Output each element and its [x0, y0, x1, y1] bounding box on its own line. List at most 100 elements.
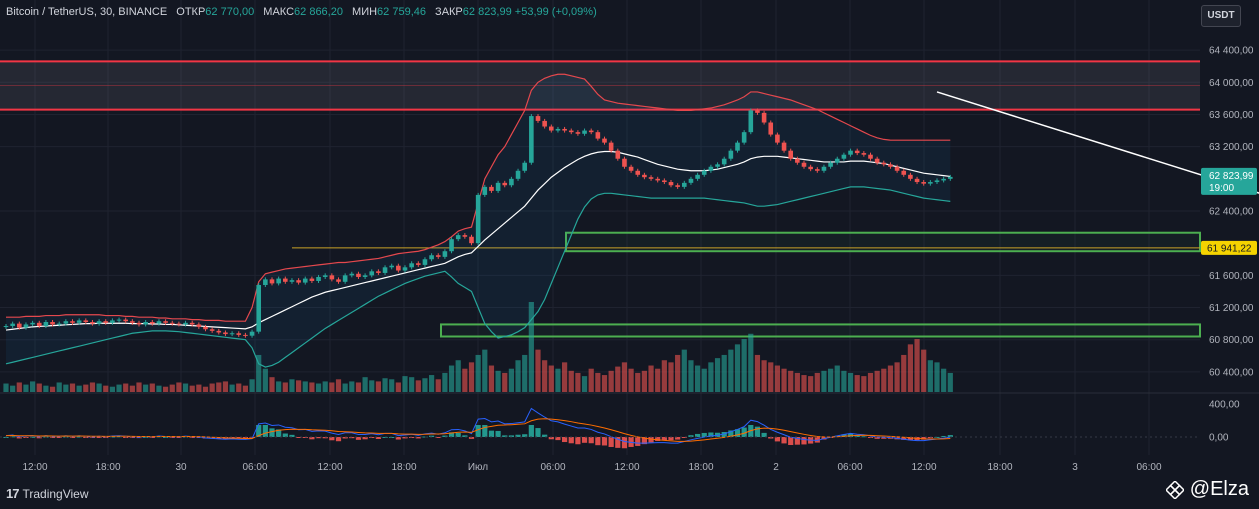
volume-bar	[315, 383, 322, 392]
volume-bar	[781, 368, 787, 392]
candle	[389, 263, 394, 270]
volume-bar	[362, 377, 368, 392]
volume-bar	[69, 383, 76, 392]
candle	[941, 176, 946, 183]
candle-body	[176, 323, 182, 325]
oscillator-bar	[927, 437, 933, 439]
volume-bar	[828, 368, 834, 392]
price-tick-label: 63 200,00	[1209, 142, 1254, 153]
candle	[169, 320, 175, 326]
candle-body	[741, 132, 747, 143]
oscillator-bar	[242, 437, 248, 439]
volume-bar	[409, 377, 415, 392]
candle	[63, 319, 69, 326]
volume-bar	[256, 354, 262, 392]
candle-body	[854, 150, 860, 154]
candle-body	[356, 273, 361, 277]
high-label: МАКС	[263, 6, 295, 18]
candle-body	[263, 279, 268, 286]
candle-body	[602, 138, 607, 143]
candle-body	[449, 239, 454, 252]
candle	[296, 278, 301, 285]
volume-bar	[847, 372, 854, 392]
oscillator-bar	[30, 436, 36, 438]
volume-bar	[641, 370, 647, 392]
candle-body	[50, 322, 55, 325]
candle	[675, 183, 680, 189]
volume-bar	[196, 384, 202, 392]
candle-body	[914, 178, 920, 183]
oscillator-bar	[575, 437, 581, 445]
volume-bar	[488, 365, 495, 392]
volume-bar	[262, 368, 268, 392]
symbol-title[interactable]: Bitcoin / TetherUS, 30, BINANCE	[6, 6, 168, 18]
change-value: +53,99 (+0,09%)	[514, 6, 597, 18]
oscillator-bar	[349, 437, 355, 439]
candle-body	[928, 182, 933, 184]
candle	[515, 168, 521, 181]
chart-header: Bitcoin / TetherUS, 30, BINANCE ОТКР62 7…	[6, 6, 597, 18]
candle-body	[256, 285, 261, 332]
candle	[682, 180, 687, 189]
volume-bar	[874, 370, 880, 392]
signal-line	[5, 418, 951, 442]
volume-bar	[382, 378, 388, 392]
candle-body	[3, 326, 9, 328]
candle-body	[555, 128, 561, 131]
candle-body	[721, 158, 727, 165]
candle-body	[675, 185, 680, 187]
oscillator-bar	[229, 437, 235, 439]
candle-body	[801, 162, 807, 167]
oscillator-bar	[754, 426, 761, 437]
oscillator-bar	[395, 437, 401, 440]
tradingview-brand[interactable]: 17 TradingView	[6, 486, 89, 501]
volume-bar	[887, 365, 894, 392]
candle-body	[828, 162, 833, 167]
oscillator-bar	[375, 437, 381, 439]
volume-bar	[515, 360, 521, 392]
candle-body	[17, 323, 22, 328]
oscillator-bar	[881, 437, 887, 439]
last-price-badge	[1201, 167, 1257, 195]
candle	[209, 327, 215, 333]
oscillator-bar	[355, 437, 362, 440]
candle	[156, 319, 162, 326]
candle-body	[622, 158, 627, 167]
oscillator-bar	[581, 437, 588, 443]
time-tick-label: 2	[773, 462, 779, 473]
candle	[289, 278, 295, 284]
candle-body	[888, 164, 893, 167]
volume-bar	[282, 382, 288, 392]
time-tick-label: 06:00	[242, 462, 267, 473]
candle	[795, 156, 800, 165]
time-tick-label: 18:00	[95, 462, 120, 473]
oscillator-bar	[149, 437, 155, 438]
candle	[568, 128, 574, 135]
candle	[728, 148, 734, 161]
candle	[76, 318, 82, 325]
volume-bar	[342, 383, 348, 392]
candle-body	[615, 150, 621, 159]
candle	[90, 320, 95, 326]
candle-body	[575, 132, 581, 134]
candle-body	[76, 320, 82, 323]
candle-body	[23, 324, 29, 328]
candle-body	[748, 110, 754, 133]
candle-body	[455, 235, 461, 240]
candle-body	[509, 178, 514, 186]
candle-body	[435, 255, 441, 257]
candle-body	[342, 275, 348, 282]
candle-body	[934, 180, 940, 183]
candle	[56, 321, 62, 327]
candle-body	[469, 236, 474, 244]
candle	[834, 156, 840, 165]
currency-button[interactable]: USDT	[1201, 5, 1241, 27]
oscillator-bar	[322, 437, 328, 439]
candlesticks	[3, 108, 953, 338]
price-tick-label: 64 000,00	[1209, 78, 1254, 89]
volume-bar	[302, 381, 308, 392]
volume-bar	[448, 365, 455, 392]
time-tick-label: 06:00	[540, 462, 565, 473]
oscillator-bar	[708, 432, 714, 437]
